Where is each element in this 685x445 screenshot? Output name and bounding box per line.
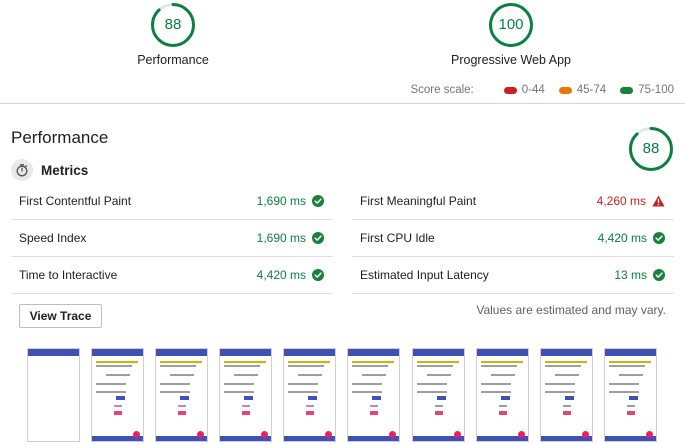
estimate-note: Values are estimated and may vary. [476, 303, 666, 317]
frame-app-bar [92, 349, 143, 356]
metric-name: First Meaningful Paint [360, 194, 477, 208]
metric-estimated-input-latency: Estimated Input Latency 13 ms [352, 257, 674, 294]
filmstrip-frame-blank[interactable] [27, 348, 80, 442]
metric-name: Time to Interactive [19, 268, 118, 282]
fail-range-label: 0-44 [521, 84, 545, 96]
frame-footer [605, 436, 656, 441]
warning-triangle-icon [652, 195, 665, 207]
stopwatch-icon [11, 159, 33, 181]
frame-fab [197, 431, 204, 438]
pass-range-label: 75-100 [638, 84, 674, 96]
average-range-swatch [558, 86, 572, 94]
frame-fab [646, 431, 653, 438]
pass-range-swatch [620, 86, 634, 94]
view-trace-button[interactable]: View Trace [19, 304, 102, 328]
frame-footer [92, 436, 143, 441]
metrics-title: Metrics [41, 162, 89, 178]
metric-value: 4,420 ms [256, 268, 306, 282]
performance-gauge-label: Performance [137, 53, 209, 67]
check-circle-icon [312, 195, 324, 207]
filmstrip-frame[interactable] [155, 348, 208, 442]
frame-app-bar [605, 349, 656, 356]
pwa-score-gauge[interactable]: 100 Progressive Web App [441, 2, 581, 67]
frame-fab [325, 431, 332, 438]
performance-section-score: 88 [642, 140, 660, 157]
metric-name: Speed Index [19, 231, 87, 245]
metric-name: First CPU Idle [360, 231, 435, 245]
metric-value: 1,690 ms [256, 231, 306, 245]
performance-gauge-ring: 88 [150, 2, 196, 48]
frame-footer [348, 436, 399, 441]
frame-app-bar [156, 349, 207, 356]
average-range-label: 45-74 [576, 84, 607, 96]
filmstrip-frame[interactable] [604, 348, 657, 442]
frame-fab [518, 431, 525, 438]
frame-app-bar [284, 349, 335, 356]
metric-name: Estimated Input Latency [360, 268, 489, 282]
filmstrip-frame[interactable] [412, 348, 465, 442]
frame-footer [413, 436, 464, 441]
check-circle-icon [312, 269, 324, 281]
frame-app-bar [541, 349, 592, 356]
frame-footer [541, 436, 592, 441]
performance-section-gauge: 88 [628, 126, 674, 172]
frame-app-bar [28, 349, 79, 356]
filmstrip-frame[interactable] [219, 348, 272, 442]
frame-fab [454, 431, 461, 438]
frame-fab [389, 431, 396, 438]
metric-first-meaningful-paint: First Meaningful Paint 4,260 ms [352, 183, 674, 220]
pwa-gauge-label: Progressive Web App [451, 53, 571, 67]
performance-score-gauge[interactable]: 88 Performance [123, 2, 223, 67]
frame-footer [220, 436, 271, 441]
frame-fab [133, 431, 140, 438]
performance-score-value: 88 [164, 16, 182, 33]
metric-value: 1,690 ms [256, 194, 306, 208]
frame-app-bar [477, 349, 528, 356]
pwa-gauge-ring: 100 [488, 2, 534, 48]
filmstrip-frame[interactable] [91, 348, 144, 442]
performance-section-title: Performance [11, 128, 109, 147]
metric-first-contentful-paint: First Contentful Paint 1,690 ms [11, 183, 333, 220]
metric-first-cpu-idle: First CPU Idle 4,420 ms [352, 220, 674, 257]
frame-app-bar [348, 349, 399, 356]
metric-name: First Contentful Paint [19, 194, 132, 208]
pwa-score-value: 100 [498, 16, 524, 33]
filmstrip-frame[interactable] [283, 348, 336, 442]
metric-value: 4,420 ms [597, 231, 647, 245]
frame-footer [284, 436, 335, 441]
score-scale-legend: Score scale: 0-44 45-74 75-100 [410, 84, 674, 96]
frame-app-bar [413, 349, 464, 356]
frame-footer [156, 436, 207, 441]
check-circle-icon [653, 269, 665, 281]
metric-value: 4,260 ms [596, 194, 646, 208]
metric-value: 13 ms [614, 268, 647, 282]
metric-speed-index: Speed Index 1,690 ms [11, 220, 333, 257]
frame-fab [261, 431, 268, 438]
score-scale-fail: 0-44 [503, 84, 545, 96]
filmstrip-frame[interactable] [540, 348, 593, 442]
score-scale-average: 45-74 [558, 84, 607, 96]
header-divider [0, 103, 685, 104]
metrics-header: Metrics [11, 159, 88, 181]
metric-time-to-interactive: Time to Interactive 4,420 ms [11, 257, 333, 294]
score-scale-title: Score scale: [410, 84, 474, 96]
filmstrip-frame[interactable] [347, 348, 400, 442]
frame-fab [582, 431, 589, 438]
check-circle-icon [312, 232, 324, 244]
frame-footer [477, 436, 528, 441]
frame-app-bar [220, 349, 271, 356]
check-circle-icon [653, 232, 665, 244]
filmstrip-frame[interactable] [476, 348, 529, 442]
score-scale-pass: 75-100 [620, 84, 674, 96]
fail-range-swatch [503, 86, 517, 94]
